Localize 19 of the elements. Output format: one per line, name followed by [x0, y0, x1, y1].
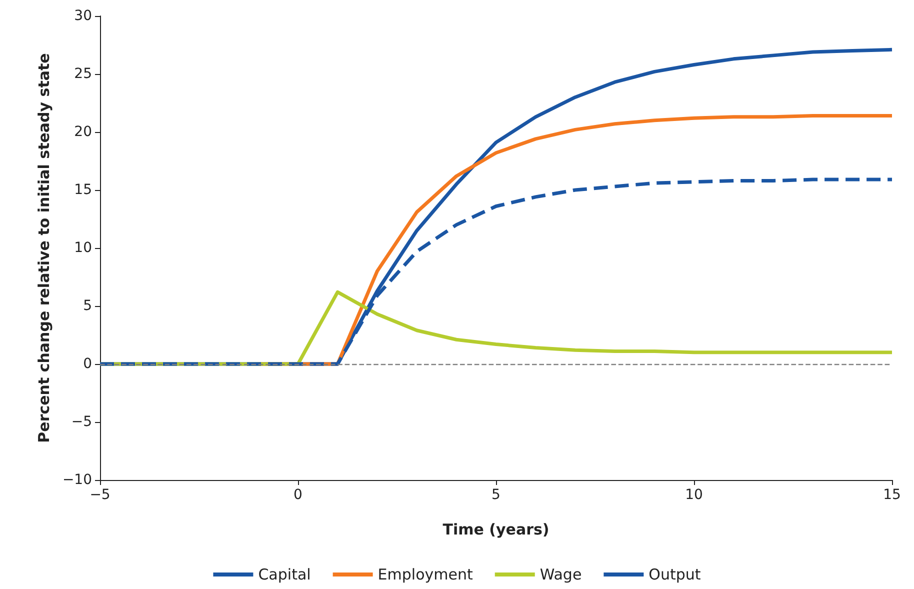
y-tick-label: 0: [83, 356, 92, 372]
y-tick-label: 10: [74, 240, 92, 256]
x-tick-label: 5: [492, 487, 500, 503]
y-tick-label: 15: [74, 182, 92, 198]
y-axis-title: Percent change relative to initial steady state: [35, 53, 54, 443]
y-tick-label: 20: [74, 124, 92, 140]
x-tick-label: 0: [294, 487, 302, 503]
legend-label: Capital: [258, 566, 311, 584]
y-tick-label: 5: [83, 298, 92, 314]
legend-label: Output: [648, 566, 701, 584]
x-tick-label: 15: [883, 487, 901, 503]
legend-label: Employment: [378, 566, 473, 584]
y-tick-label: −10: [62, 472, 92, 488]
y-tick-label: 25: [74, 66, 92, 82]
x-axis-title: Time (years): [442, 520, 550, 538]
legend-label: Wage: [540, 566, 582, 584]
y-tick-label: 30: [74, 8, 92, 24]
y-tick-label: −5: [71, 414, 92, 430]
x-tick-label: 10: [685, 487, 703, 503]
